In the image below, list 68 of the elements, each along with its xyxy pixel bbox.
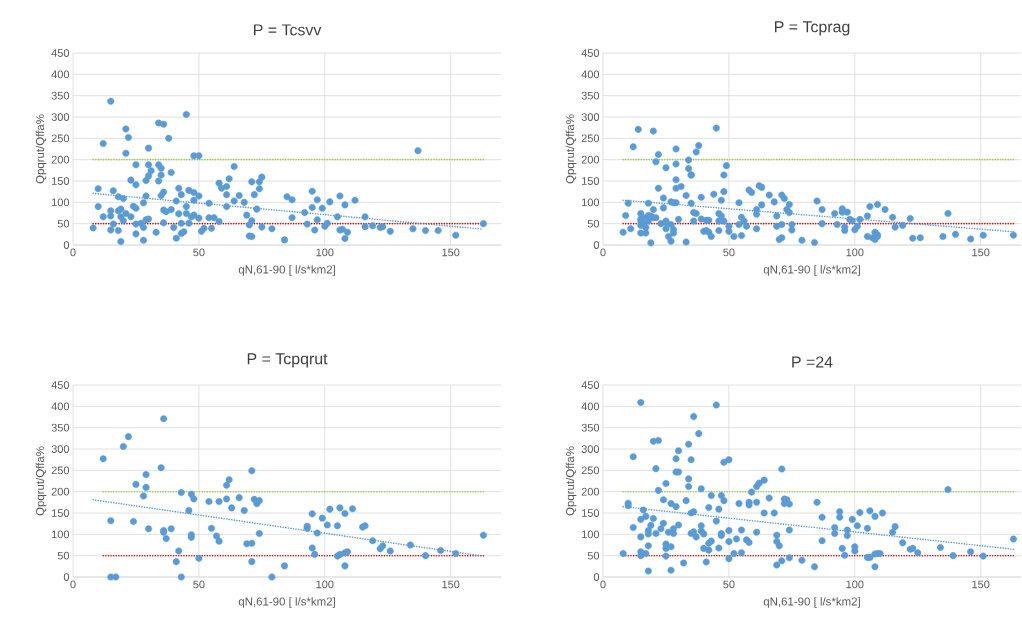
y-tick-label: 450 [581, 49, 600, 57]
x-tick-label: 50 [193, 580, 205, 589]
y-tick-label: 450 [51, 49, 70, 57]
y-tick-label: 200 [581, 487, 600, 496]
y-tick-label: 0 [593, 241, 600, 249]
y-tick-label: 250 [51, 466, 70, 475]
y-tick-label: 250 [581, 134, 600, 143]
y-tick-label: 50 [57, 219, 70, 228]
y-tick-label: 250 [581, 466, 600, 475]
x-tick-label: 0 [600, 580, 606, 589]
y-tick-label: 400 [51, 70, 70, 79]
chart-title: P = Tcprag [774, 21, 850, 36]
y-tick-label: 0 [593, 573, 600, 581]
y-tick-label: 50 [57, 551, 70, 560]
y-tick-label: 400 [581, 70, 600, 79]
chart-title: P = Tcpqrut [247, 353, 328, 368]
y-axis-title: Qpqrut/Qffa% [35, 446, 47, 516]
y-tick-label: 350 [581, 423, 600, 432]
x-axis-title: qN,61-90 [ l/s*km2] [763, 265, 860, 276]
y-tick-label: 350 [51, 423, 70, 432]
x-tick-label: 150 [972, 248, 990, 257]
y-tick-label: 150 [582, 177, 600, 185]
y-tick-label: 250 [51, 134, 70, 143]
x-tick-label: 150 [972, 580, 990, 589]
y-tick-label: 300 [51, 113, 70, 121]
chart-title: P =24 [792, 356, 833, 368]
y-tick-label: 150 [52, 509, 70, 517]
x-tick-label: 100 [846, 580, 864, 589]
x-tick-label: 100 [846, 248, 864, 257]
y-tick-label: 100 [52, 530, 70, 539]
chart-title: P = Tcsvv [254, 24, 322, 36]
x-tick-label: 0 [70, 248, 76, 257]
x-tick-label: 100 [316, 248, 334, 257]
y-tick-label: 400 [581, 402, 600, 411]
x-axis-title: qN,61-90 [ l/s*km2] [763, 597, 860, 608]
y-axis-title: Qpqrut/Qffa% [565, 446, 577, 516]
x-tick-label: 100 [316, 580, 334, 589]
y-axis-title: Qpqrut/Qffa% [35, 114, 47, 184]
y-tick-label: 300 [581, 445, 600, 453]
y-tick-label: 200 [51, 487, 70, 496]
y-tick-label: 350 [51, 91, 70, 100]
y-tick-label: 150 [582, 509, 600, 517]
y-axis-title: Qpqrut/Qffa% [565, 114, 577, 184]
x-tick-label: 0 [70, 580, 76, 589]
x-axis-title: qN,61-90 [ l/s*km2] [238, 265, 335, 276]
y-tick-label: 50 [587, 219, 600, 228]
x-tick-label: 50 [723, 580, 735, 589]
y-tick-label: 300 [581, 113, 600, 121]
x-tick-label: 150 [442, 248, 460, 257]
y-tick-label: 450 [51, 381, 70, 389]
x-tick-label: 50 [723, 248, 735, 257]
y-tick-label: 150 [52, 177, 70, 185]
y-tick-label: 450 [581, 381, 600, 389]
y-tick-label: 400 [51, 402, 70, 411]
x-tick-label: 50 [193, 248, 205, 257]
x-axis-title: qN,61-90 [ l/s*km2] [238, 597, 335, 608]
y-tick-label: 100 [52, 198, 70, 207]
y-tick-label: 0 [63, 241, 70, 249]
x-tick-label: 150 [442, 580, 460, 589]
y-tick-label: 300 [51, 445, 70, 453]
y-tick-label: 100 [582, 198, 600, 207]
y-tick-label: 200 [581, 155, 600, 164]
y-tick-label: 200 [51, 155, 70, 164]
y-tick-label: 350 [581, 91, 600, 100]
y-tick-label: 50 [587, 551, 600, 560]
y-tick-label: 100 [582, 530, 600, 539]
y-tick-label: 0 [63, 573, 70, 581]
x-tick-label: 0 [600, 248, 606, 257]
